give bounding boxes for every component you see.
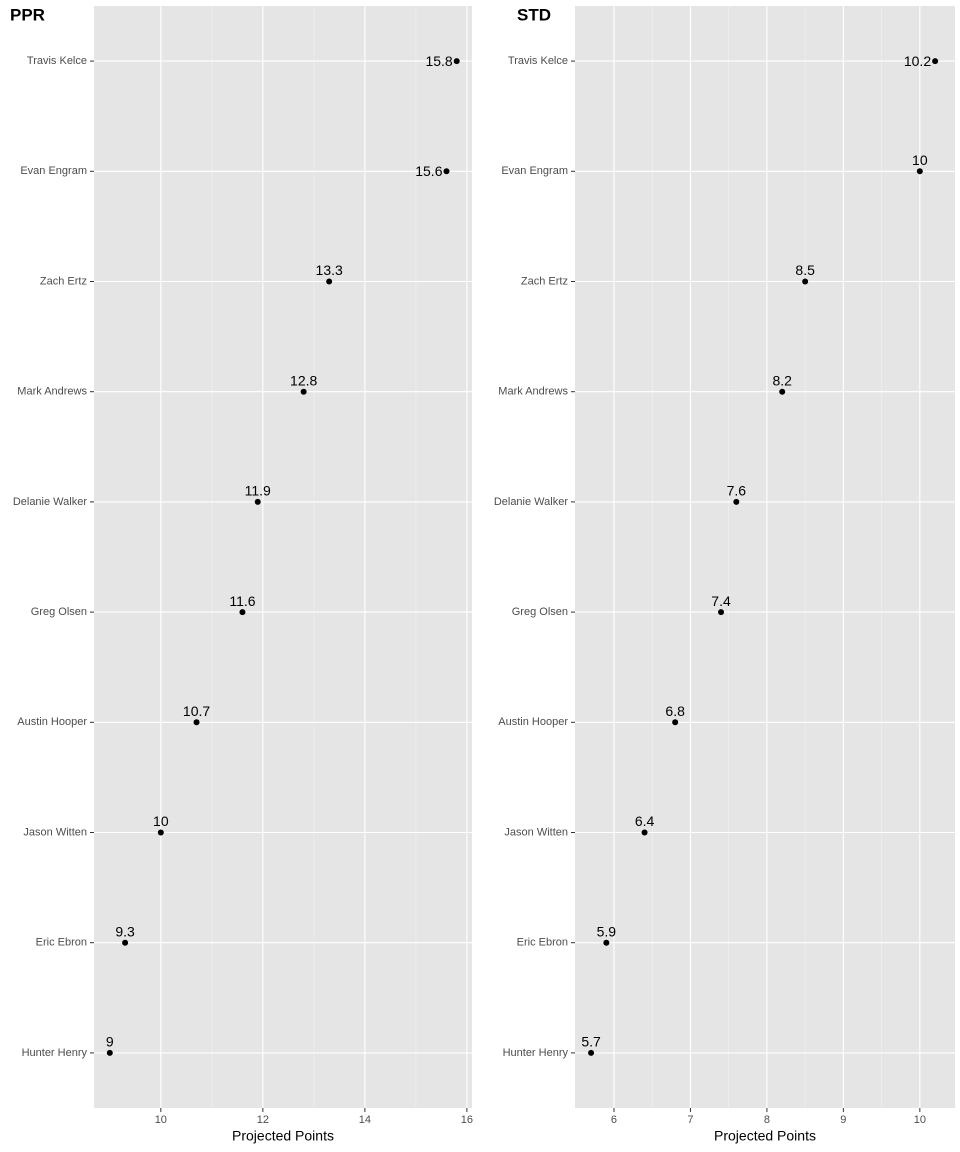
- value-label: 7.6: [727, 483, 747, 499]
- chart-title: STD: [517, 5, 551, 24]
- point: [106, 1049, 113, 1056]
- value-label: 11.6: [229, 593, 255, 609]
- point: [157, 829, 164, 836]
- point: [802, 278, 809, 285]
- value-label: 10: [153, 813, 169, 829]
- y-tick-label: Hunter Henry: [503, 1047, 569, 1059]
- value-label: 10.2: [904, 53, 931, 69]
- value-label: 8.5: [795, 262, 815, 278]
- y-tick-label: Jason Witten: [23, 826, 87, 838]
- point: [718, 609, 725, 616]
- value-label: 8.2: [772, 372, 792, 388]
- value-label: 6.4: [635, 813, 655, 829]
- y-tick-label: Austin Hooper: [498, 716, 568, 728]
- y-tick-label: Zach Ertz: [40, 275, 87, 287]
- value-label: 11.9: [245, 483, 271, 499]
- point: [326, 278, 333, 285]
- chart-title: PPR: [10, 5, 45, 24]
- x-tick-label: 8: [764, 1114, 770, 1126]
- y-tick-label: Greg Olsen: [512, 606, 568, 618]
- x-tick-label: 10: [914, 1114, 926, 1126]
- y-tick-label: Greg Olsen: [31, 606, 87, 618]
- y-tick-label: Jason Witten: [504, 826, 568, 838]
- x-tick-label: 10: [155, 1114, 167, 1126]
- y-tick-label: Eric Ebron: [36, 937, 87, 949]
- value-label: 12.8: [290, 372, 317, 388]
- value-label: 9.3: [115, 923, 135, 939]
- y-tick-label: Evan Engram: [20, 165, 87, 177]
- y-tick-label: Evan Engram: [501, 165, 568, 177]
- value-label: 13.3: [316, 262, 343, 278]
- point: [254, 498, 261, 505]
- value-label: 15.6: [415, 163, 442, 179]
- y-tick-label: Delanie Walker: [494, 496, 569, 508]
- plot-panel: [94, 6, 472, 1108]
- x-tick-label: 14: [359, 1114, 371, 1126]
- value-label: 15.8: [425, 53, 452, 69]
- x-tick-label: 16: [461, 1114, 473, 1126]
- point: [932, 58, 939, 65]
- point: [193, 719, 200, 726]
- point: [672, 719, 679, 726]
- y-tick-label: Eric Ebron: [517, 937, 568, 949]
- x-tick-label: 6: [611, 1114, 617, 1126]
- point: [122, 939, 129, 946]
- value-label: 7.4: [711, 593, 731, 609]
- y-tick-label: Delanie Walker: [13, 496, 88, 508]
- point: [588, 1049, 595, 1056]
- y-tick-label: Zach Ertz: [521, 275, 568, 287]
- point: [603, 939, 610, 946]
- value-label: 10: [912, 152, 928, 168]
- y-tick-label: Travis Kelce: [508, 55, 568, 67]
- y-tick-label: Mark Andrews: [498, 386, 568, 398]
- plot-panel: [575, 6, 955, 1108]
- point: [239, 609, 246, 616]
- point: [916, 168, 923, 175]
- point: [300, 388, 307, 395]
- x-axis-title: Projected Points: [232, 1128, 334, 1144]
- value-label: 9: [106, 1034, 114, 1050]
- value-label: 5.9: [597, 923, 617, 939]
- x-tick-label: 7: [687, 1114, 693, 1126]
- value-label: 5.7: [581, 1034, 601, 1050]
- value-label: 6.8: [665, 703, 685, 719]
- point: [641, 829, 648, 836]
- y-tick-label: Austin Hooper: [17, 716, 87, 728]
- y-tick-label: Mark Andrews: [17, 386, 87, 398]
- point: [779, 388, 786, 395]
- point: [443, 168, 450, 175]
- x-axis-title: Projected Points: [714, 1128, 816, 1144]
- point: [733, 498, 740, 505]
- y-tick-label: Travis Kelce: [27, 55, 87, 67]
- point: [453, 58, 460, 65]
- y-tick-label: Hunter Henry: [22, 1047, 88, 1059]
- value-label: 10.7: [183, 703, 210, 719]
- x-tick-label: 12: [257, 1114, 269, 1126]
- x-tick-label: 9: [840, 1114, 846, 1126]
